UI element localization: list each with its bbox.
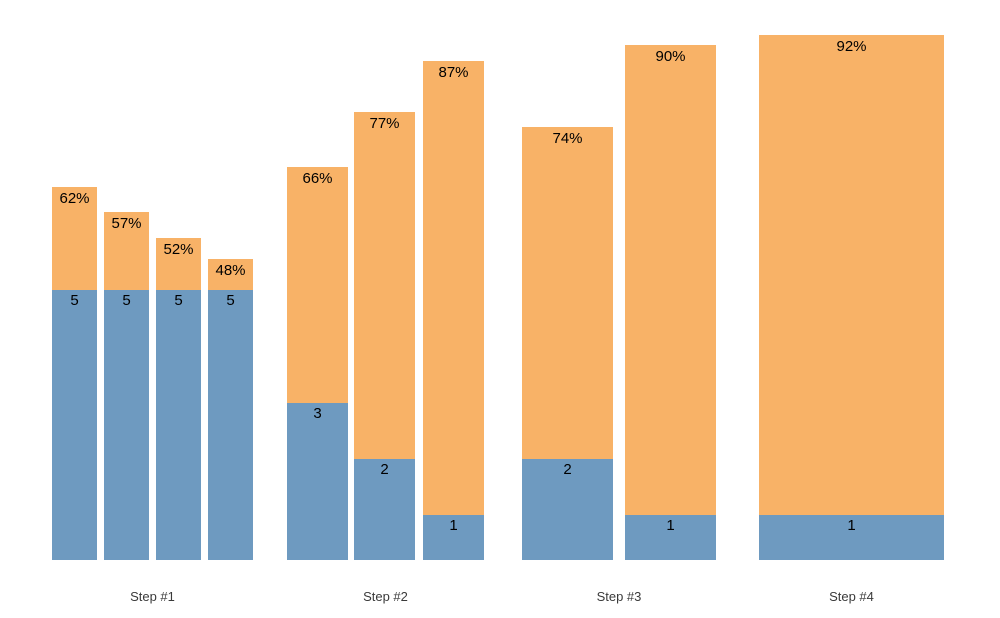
bar-segment-top: 66% xyxy=(287,167,348,403)
bar-segment-bottom: 5 xyxy=(156,290,201,560)
bar-segment-bottom: 2 xyxy=(522,459,613,560)
bar-segment-bottom: 5 xyxy=(52,290,97,560)
bar-segment-bottom: 5 xyxy=(208,290,253,560)
bar-segment-bottom: 1 xyxy=(423,515,484,560)
bar-segment-bottom: 5 xyxy=(104,290,149,560)
bar: 48% 5 xyxy=(208,259,253,560)
bar-count-label: 5 xyxy=(174,292,183,309)
bar: 74% 2 xyxy=(522,127,613,560)
bar-percent-label: 48% xyxy=(215,262,246,279)
x-axis-category-label: Step #3 xyxy=(596,589,642,604)
bar-count-label: 5 xyxy=(70,292,79,309)
bar-percent-label: 87% xyxy=(438,64,469,81)
bar-segment-top: 87% xyxy=(423,61,484,515)
bar-segment-top: 62% xyxy=(52,187,97,290)
bar-segment-top: 92% xyxy=(759,35,944,515)
x-axis-category-label: Step #1 xyxy=(130,589,175,604)
bar-count-label: 5 xyxy=(122,292,131,309)
bar-count-label: 5 xyxy=(226,292,235,309)
bar-percent-label: 90% xyxy=(655,48,686,65)
bar-count-label: 3 xyxy=(313,405,322,422)
bar-count-label: 1 xyxy=(666,517,675,534)
x-axis-category-label: Step #2 xyxy=(363,589,408,604)
bar: 57% 5 xyxy=(104,212,149,560)
bar-segment-top: 52% xyxy=(156,238,201,290)
bar-segment-bottom: 1 xyxy=(625,515,716,560)
bar-percent-label: 62% xyxy=(59,190,90,207)
bar-percent-label: 66% xyxy=(302,170,333,187)
bar-segment-top: 74% xyxy=(522,127,613,459)
bar: 90% 1 xyxy=(625,45,716,560)
bar: 92% 1 xyxy=(759,35,944,560)
bar: 77% 2 xyxy=(354,112,415,560)
bar-percent-label: 52% xyxy=(163,241,194,258)
bar: 52% 5 xyxy=(156,238,201,560)
bar-segment-bottom: 2 xyxy=(354,459,415,560)
bar-percent-label: 57% xyxy=(111,215,142,232)
bar: 87% 1 xyxy=(423,61,484,560)
bar-percent-label: 77% xyxy=(369,115,400,132)
bar-segment-top: 57% xyxy=(104,212,149,290)
bar-segment-top: 48% xyxy=(208,259,253,290)
bar-segment-top: 90% xyxy=(625,45,716,515)
bar-segment-bottom: 1 xyxy=(759,515,944,560)
bar-count-label: 1 xyxy=(847,517,856,534)
bar-percent-label: 74% xyxy=(552,130,583,147)
bar-segment-top: 77% xyxy=(354,112,415,459)
bar-percent-label: 92% xyxy=(836,38,867,55)
bar-count-label: 2 xyxy=(563,461,572,478)
x-axis-category-label: Step #4 xyxy=(829,589,874,604)
bar-count-label: 1 xyxy=(449,517,458,534)
bar: 66% 3 xyxy=(287,167,348,560)
bar-segment-bottom: 3 xyxy=(287,403,348,560)
bar-count-label: 2 xyxy=(380,461,389,478)
bar: 62% 5 xyxy=(52,187,97,560)
